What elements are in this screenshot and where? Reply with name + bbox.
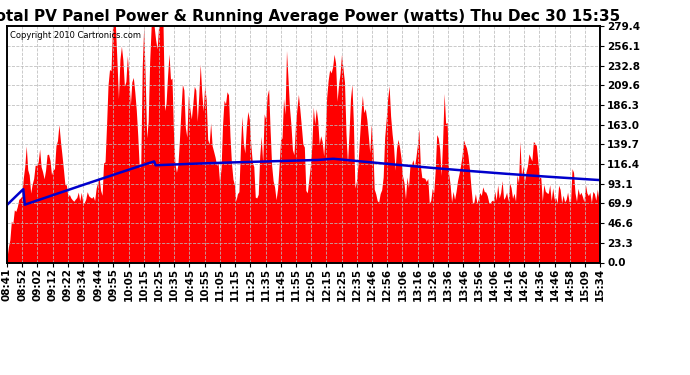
- Title: Total PV Panel Power & Running Average Power (watts) Thu Dec 30 15:35: Total PV Panel Power & Running Average P…: [0, 9, 620, 24]
- Text: Copyright 2010 Cartronics.com: Copyright 2010 Cartronics.com: [10, 31, 141, 40]
